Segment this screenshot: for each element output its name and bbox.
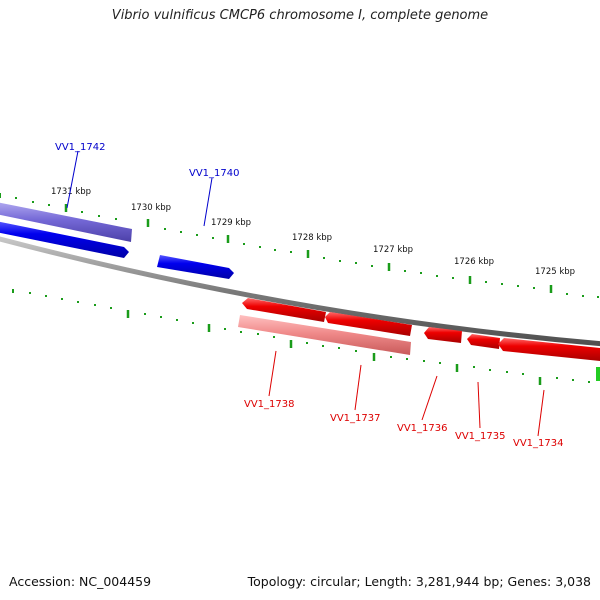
scale-label: 1730 kbp — [131, 203, 171, 213]
leader-line — [477, 381, 481, 429]
gene-label-reverse[interactable]: VV1_1737 — [330, 413, 381, 424]
gene-label-reverse[interactable]: VV1_1736 — [397, 423, 448, 434]
inner-tick-ring — [12, 289, 590, 385]
scale-label: 1726 kbp — [454, 257, 494, 267]
gene-label-reverse[interactable]: VV1_1735 — [455, 431, 506, 442]
gene-label-forward[interactable]: VV1_1742 — [55, 142, 106, 153]
reverse-cds-feature[interactable] — [325, 312, 412, 336]
leader-line — [421, 375, 438, 421]
accession-text: Accession: NC_004459 — [9, 574, 152, 589]
forward-gene-feature[interactable] — [0, 202, 132, 242]
partial-feature[interactable] — [596, 367, 600, 381]
scale-label: 1729 kbp — [211, 218, 251, 228]
backbone — [0, 236, 600, 347]
leader-line — [66, 150, 79, 209]
reverse-cds-feature[interactable] — [498, 338, 600, 361]
reverse-cds-feature[interactable] — [242, 298, 326, 322]
reverse-cds-feature[interactable] — [424, 327, 462, 343]
gene-label-reverse[interactable]: VV1_1734 — [513, 438, 564, 449]
forward-cds-feature[interactable] — [0, 221, 129, 258]
reverse-cds-feature[interactable] — [467, 334, 500, 349]
map-title: Vibrio vulnificus CMCP6 chromosome I, co… — [111, 8, 489, 23]
genome-summary-text: Topology: circular; Length: 3,281,944 bp… — [247, 574, 591, 589]
leader-line — [537, 389, 545, 437]
scale-label: 1728 kbp — [292, 233, 332, 243]
leader-line — [268, 350, 277, 397]
forward-cds-feature[interactable] — [157, 255, 234, 279]
outer-tick-ring — [0, 193, 599, 298]
scale-label: 1727 kbp — [373, 245, 413, 255]
scale-label: 1731 kbp — [51, 187, 91, 197]
reverse-gene-feature[interactable] — [238, 315, 411, 355]
scale-label: 1725 kbp — [535, 267, 575, 277]
gene-label-forward[interactable]: VV1_1740 — [189, 168, 240, 179]
gene-label-reverse[interactable]: VV1_1738 — [244, 399, 295, 410]
leader-line — [354, 364, 362, 411]
leader-line — [203, 177, 213, 227]
